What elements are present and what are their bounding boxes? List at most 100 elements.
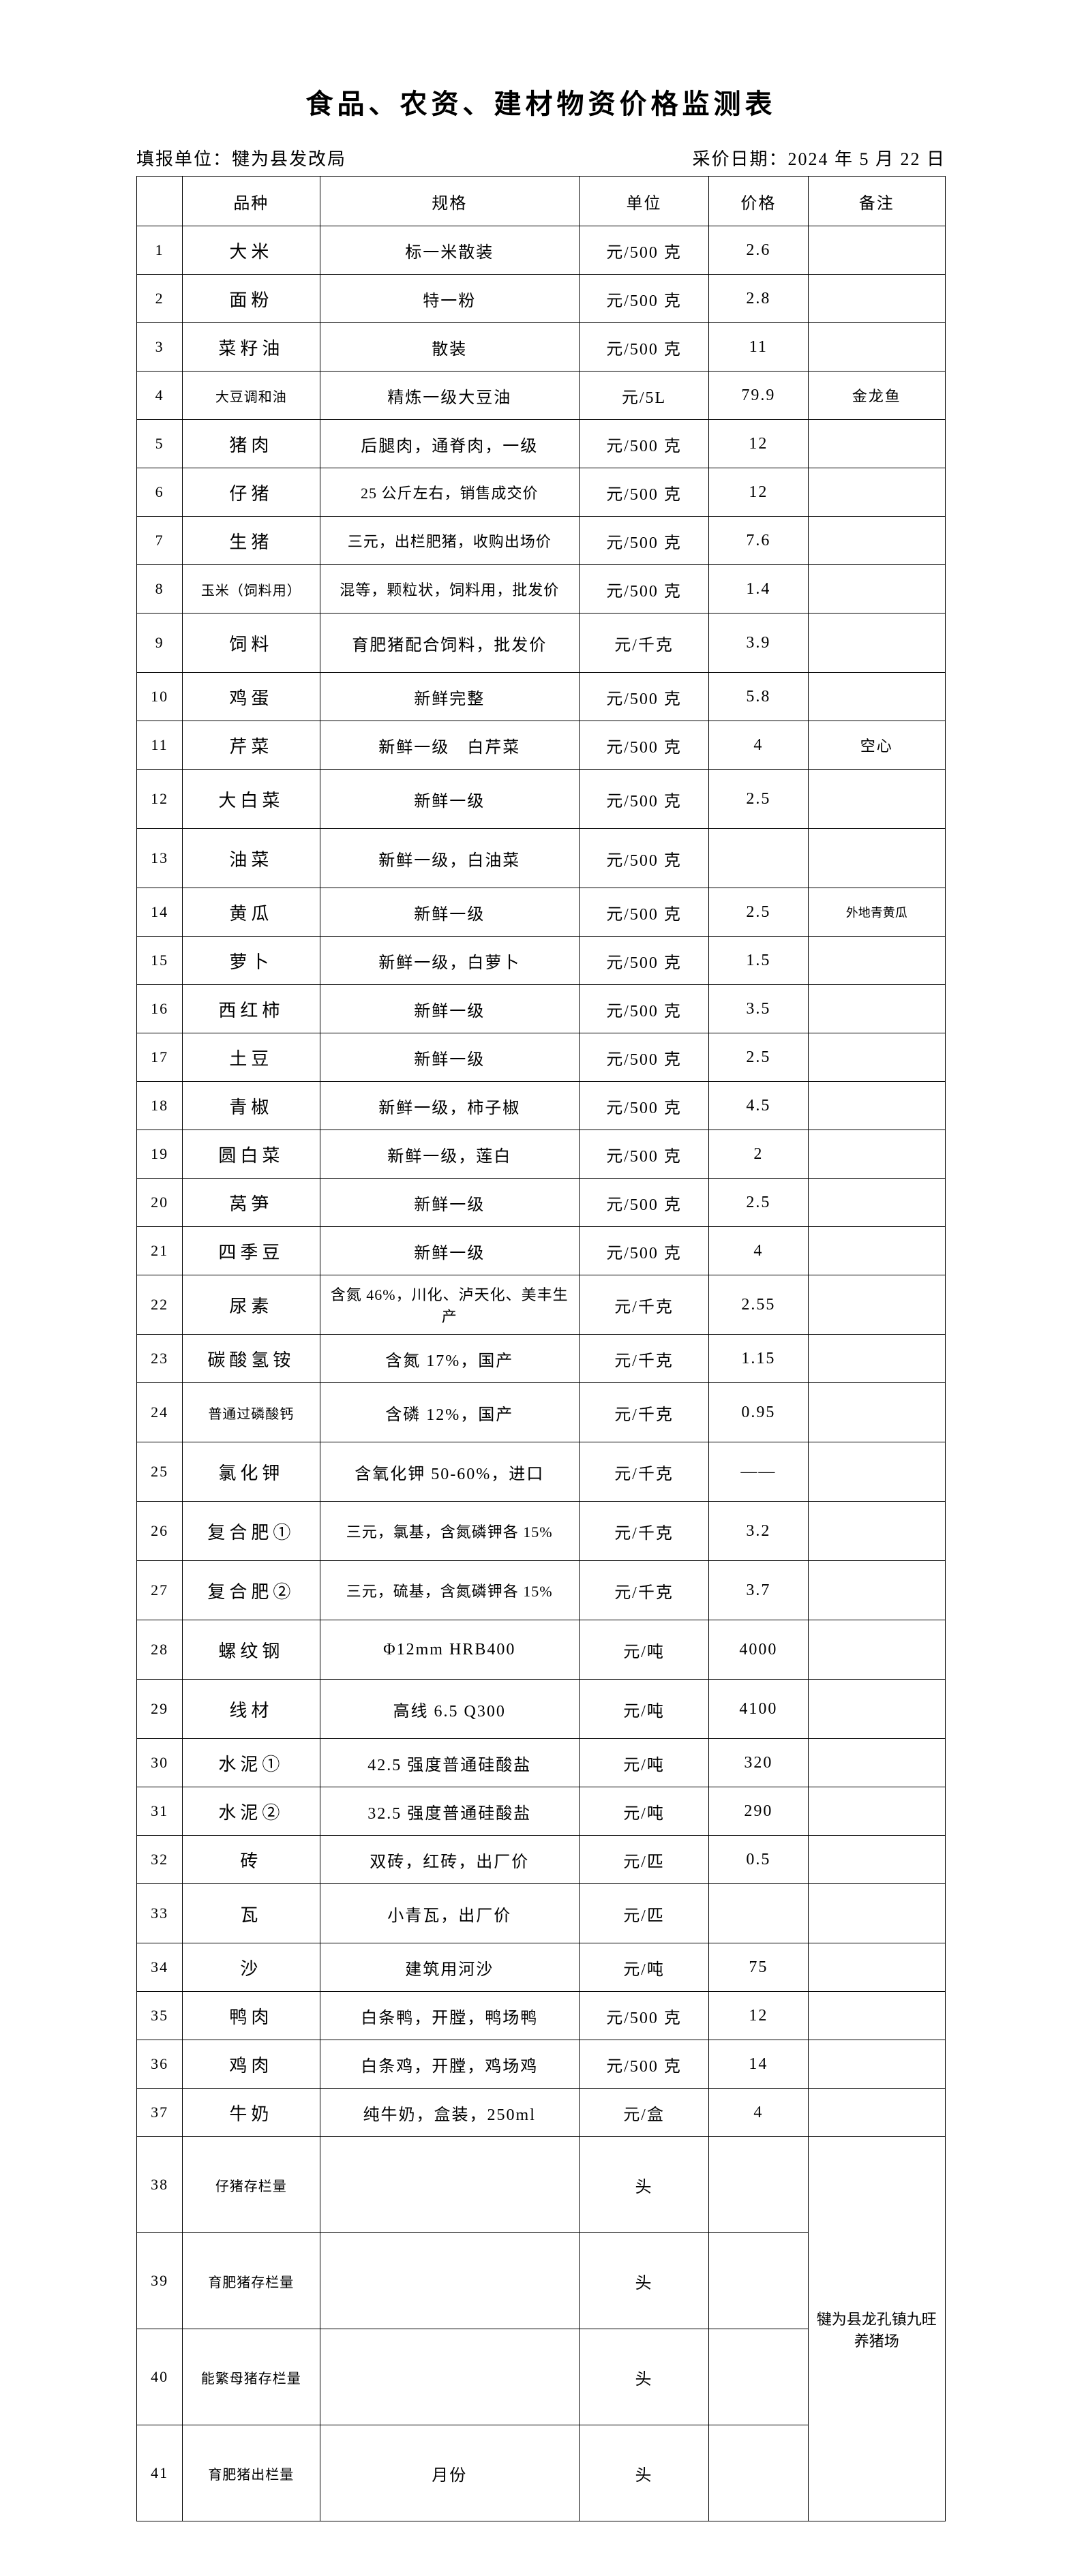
cell-name: 萝卜 <box>183 937 320 985</box>
cell-spec: 含氧化钾 50-60%，进口 <box>320 1442 579 1502</box>
cell-note <box>808 1033 945 1082</box>
table-row: 7生猪三元，出栏肥猪，收购出场价元/500 克7.6 <box>137 517 946 565</box>
cell-note <box>808 275 945 323</box>
cell-name: 仔猪 <box>183 468 320 517</box>
cell-idx: 9 <box>137 613 183 673</box>
cell-unit: 元/千克 <box>579 1335 708 1383</box>
cell-price: 12 <box>709 420 808 468</box>
cell-note <box>808 1179 945 1227</box>
cell-idx: 25 <box>137 1442 183 1502</box>
cell-unit: 头 <box>579 2233 708 2329</box>
cell-price: 1.5 <box>709 937 808 985</box>
table-row: 36鸡肉白条鸡，开膛，鸡场鸡元/500 克14 <box>137 2040 946 2089</box>
cell-name: 氯化钾 <box>183 1442 320 1502</box>
cell-note <box>808 937 945 985</box>
cell-spec: 新鲜一级 <box>320 1227 579 1275</box>
cell-name: 大米 <box>183 226 320 275</box>
table-row: 15萝卜新鲜一级，白萝卜元/500 克1.5 <box>137 937 946 985</box>
cell-note <box>808 1739 945 1787</box>
cell-note <box>808 770 945 829</box>
cell-name: 鸡蛋 <box>183 673 320 721</box>
table-row: 23碳酸氢铵含氮 17%，国产元/千克1.15 <box>137 1335 946 1383</box>
cell-note <box>808 1884 945 1943</box>
table-row: 18青椒新鲜一级，柿子椒元/500 克4.5 <box>137 1082 946 1130</box>
cell-name: 四季豆 <box>183 1227 320 1275</box>
cell-note <box>808 1992 945 2040</box>
cell-note <box>808 1130 945 1179</box>
cell-spec: 新鲜一级，柿子椒 <box>320 1082 579 1130</box>
cell-price: 4 <box>709 1227 808 1275</box>
cell-price: 4.5 <box>709 1082 808 1130</box>
cell-name: 复合肥① <box>183 1502 320 1561</box>
cell-idx: 29 <box>137 1680 183 1739</box>
table-row: 21四季豆新鲜一级元/500 克4 <box>137 1227 946 1275</box>
cell-unit: 元/500 克 <box>579 888 708 937</box>
cell-unit: 元/吨 <box>579 1680 708 1739</box>
cell-price: 0.5 <box>709 1836 808 1884</box>
col-header-idx <box>137 177 183 226</box>
cell-spec: 新鲜一级 白芹菜 <box>320 721 579 770</box>
cell-name: 面粉 <box>183 275 320 323</box>
cell-name: 沙 <box>183 1943 320 1992</box>
cell-spec: 新鲜一级，莲白 <box>320 1130 579 1179</box>
cell-name: 仔猪存栏量 <box>183 2137 320 2233</box>
cell-idx: 23 <box>137 1335 183 1383</box>
cell-spec: 新鲜一级 <box>320 1179 579 1227</box>
cell-note <box>808 1335 945 1383</box>
cell-idx: 16 <box>137 985 183 1033</box>
col-header-unit: 单位 <box>579 177 708 226</box>
cell-name: 生猪 <box>183 517 320 565</box>
cell-unit: 元/500 克 <box>579 1082 708 1130</box>
cell-price: 2.6 <box>709 226 808 275</box>
cell-unit: 元/500 克 <box>579 1179 708 1227</box>
cell-unit: 元/千克 <box>579 1383 708 1442</box>
table-header-row: 品种 规格 单位 价格 备注 <box>137 177 946 226</box>
cell-name: 大豆调和油 <box>183 372 320 420</box>
cell-price: 79.9 <box>709 372 808 420</box>
cell-note <box>808 829 945 888</box>
cell-idx: 4 <box>137 372 183 420</box>
cell-price: 1.4 <box>709 565 808 613</box>
cell-note <box>808 1082 945 1130</box>
cell-spec: 三元，硫基，含氮磷钾各 15% <box>320 1561 579 1620</box>
table-row: 3菜籽油散装元/500 克11 <box>137 323 946 372</box>
cell-name: 育肥猪存栏量 <box>183 2233 320 2329</box>
table-row: 26复合肥①三元，氯基，含氮磷钾各 15%元/千克3.2 <box>137 1502 946 1561</box>
table-row: 12大白菜新鲜一级元/500 克2.5 <box>137 770 946 829</box>
cell-unit: 元/500 克 <box>579 673 708 721</box>
date-label: 采价日期：2024 年 5 月 22 日 <box>692 145 946 170</box>
table-row: 38仔猪存栏量头犍为县龙孔镇九旺养猪场 <box>137 2137 946 2233</box>
cell-note <box>808 613 945 673</box>
cell-idx: 17 <box>137 1033 183 1082</box>
cell-idx: 5 <box>137 420 183 468</box>
table-row: 37牛奶纯牛奶，盒装，250ml元/盒4 <box>137 2089 946 2137</box>
cell-name: 水泥① <box>183 1739 320 1787</box>
cell-idx: 2 <box>137 275 183 323</box>
cell-idx: 40 <box>137 2329 183 2425</box>
cell-unit: 元/500 克 <box>579 420 708 468</box>
cell-unit: 头 <box>579 2329 708 2425</box>
cell-idx: 36 <box>137 2040 183 2089</box>
cell-idx: 18 <box>137 1082 183 1130</box>
cell-note <box>808 673 945 721</box>
table-row: 28螺纹钢Φ12mm HRB400元/吨4000 <box>137 1620 946 1680</box>
cell-note <box>808 565 945 613</box>
cell-note <box>808 226 945 275</box>
cell-unit: 元/千克 <box>579 1442 708 1502</box>
cell-spec: 建筑用河沙 <box>320 1943 579 1992</box>
cell-idx: 12 <box>137 770 183 829</box>
cell-spec: 后腿肉，通脊肉，一级 <box>320 420 579 468</box>
cell-name: 牛奶 <box>183 2089 320 2137</box>
cell-idx: 8 <box>137 565 183 613</box>
table-row: 1大米标一米散装元/500 克2.6 <box>137 226 946 275</box>
table-row: 16西红柿新鲜一级元/500 克3.5 <box>137 985 946 1033</box>
cell-unit: 元/500 克 <box>579 565 708 613</box>
cell-unit: 元/500 克 <box>579 275 708 323</box>
cell-name: 水泥② <box>183 1787 320 1836</box>
cell-note-merged: 犍为县龙孔镇九旺养猪场 <box>808 2137 945 2521</box>
cell-spec: 双砖，红砖，出厂价 <box>320 1836 579 1884</box>
table-row: 30水泥①42.5 强度普通硅酸盐元/吨320 <box>137 1739 946 1787</box>
cell-idx: 34 <box>137 1943 183 1992</box>
cell-price: 12 <box>709 1992 808 2040</box>
col-header-spec: 规格 <box>320 177 579 226</box>
